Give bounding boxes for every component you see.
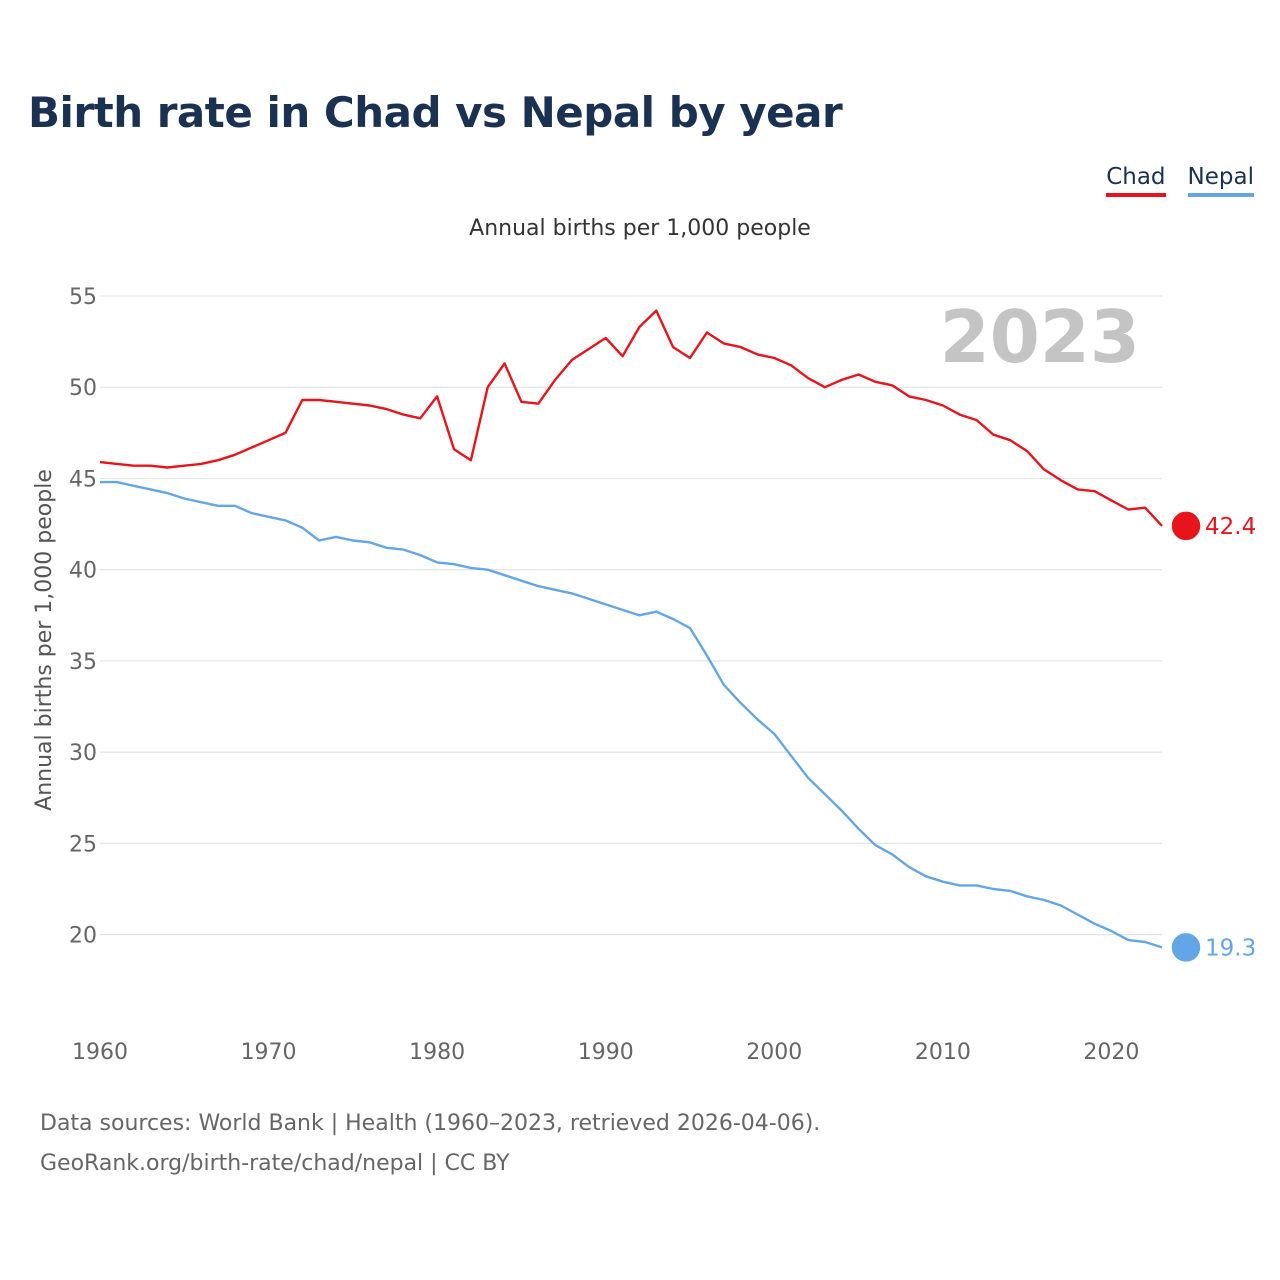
x-tick-label: 2010 — [915, 1040, 971, 1065]
series-end-markers: 42.4 19.3 — [1170, 510, 1256, 964]
y-tick-label: 35 — [69, 650, 97, 675]
flag-icon-chad — [1170, 510, 1202, 542]
y-tick-label: 55 — [69, 285, 97, 310]
y-tick-label: 25 — [69, 832, 97, 857]
y-tick-label: 45 — [69, 467, 97, 492]
footer-credit: GeoRank.org/birth-rate/chad/nepal | CC B… — [40, 1151, 510, 1176]
y-tick-label: 30 — [69, 741, 97, 766]
y-axis-ticks: 20 25 30 35 40 45 50 55 — [69, 285, 97, 949]
chart-title: Birth rate in Chad vs Nepal by year — [28, 88, 843, 137]
line-chart: 20 25 30 35 40 45 50 55 1960 1970 1980 1990 2000 201… — [32, 285, 1256, 1065]
footer: Data sources: World Bank | Health (1960–… — [40, 1104, 820, 1184]
y-tick-label: 40 — [69, 559, 97, 584]
legend-item-chad[interactable]: Chad — [1106, 164, 1166, 197]
x-tick-label: 1980 — [409, 1040, 465, 1065]
series-line-nepal — [100, 480, 1163, 949]
x-tick-label: 1990 — [578, 1040, 634, 1065]
y-tick-label: 50 — [69, 376, 97, 401]
end-value-label: 19.3 — [1205, 935, 1256, 961]
legend: Chad Nepal — [1106, 164, 1254, 197]
gridlines — [100, 295, 1162, 936]
year-watermark: 2023 — [940, 295, 1140, 379]
series-line-chad — [99, 309, 1163, 527]
x-axis-ticks: 1960 1970 1980 1990 2000 2010 2020 — [72, 1040, 1139, 1065]
x-tick-label: 2000 — [746, 1040, 802, 1065]
footer-source: Data sources: World Bank | Health (1960–… — [40, 1111, 821, 1136]
legend-item-nepal[interactable]: Nepal — [1187, 164, 1254, 197]
flag-icon-nepal — [1170, 931, 1202, 964]
y-axis-label: Annual births per 1,000 people — [32, 469, 57, 811]
x-tick-label: 2020 — [1083, 1040, 1139, 1065]
x-tick-label: 1970 — [241, 1040, 297, 1065]
y-tick-label: 20 — [69, 924, 97, 949]
series-lines — [99, 309, 1163, 949]
x-tick-label: 1960 — [72, 1040, 128, 1065]
chart-subtitle: Annual births per 1,000 people — [469, 216, 811, 241]
end-value-label: 42.4 — [1205, 514, 1256, 540]
